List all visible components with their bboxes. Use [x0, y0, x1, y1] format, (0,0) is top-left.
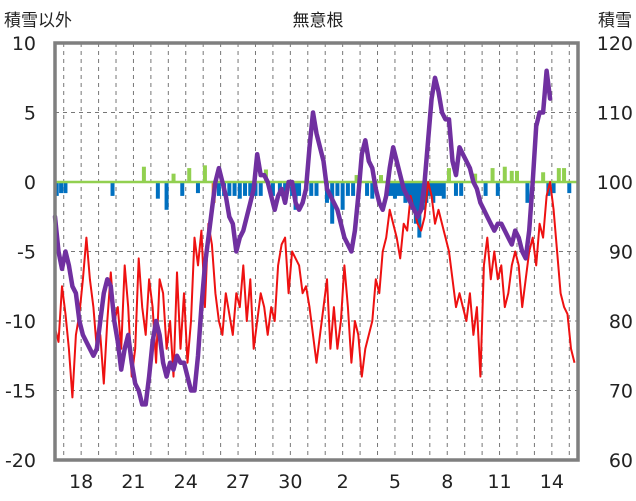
left-tick-label: -15: [5, 381, 36, 403]
chart-title: 無意根: [293, 11, 344, 31]
bar: [314, 182, 319, 196]
bar: [434, 182, 439, 196]
bar: [309, 182, 314, 196]
bar: [155, 182, 160, 199]
bar: [187, 168, 192, 182]
bar: [495, 182, 500, 196]
bar: [483, 182, 488, 196]
bar: [216, 182, 221, 196]
right-tick-label: 110: [597, 103, 633, 125]
bar: [446, 168, 451, 182]
snow-depth-line: [52, 68, 553, 407]
bar: [232, 182, 237, 196]
bar: [340, 182, 345, 210]
left-tick-label: -5: [17, 242, 36, 264]
x-tick-label: 8: [441, 471, 453, 493]
bar: [180, 182, 185, 196]
left-tick-label: 0: [24, 172, 36, 194]
bar: [541, 172, 546, 182]
bar: [410, 182, 415, 210]
bar: [406, 182, 411, 199]
right-tick-label: 90: [609, 242, 633, 264]
bar: [490, 168, 495, 182]
bar: [227, 182, 232, 196]
bar: [556, 168, 561, 182]
left-axis-ticks: 10 5 0 -5 -10 -15 -20: [5, 33, 36, 472]
bar: [396, 182, 401, 196]
bar: [473, 173, 478, 182]
bar: [438, 182, 443, 196]
bar: [551, 182, 556, 194]
bar: [237, 182, 242, 199]
left-tick-label: 5: [24, 103, 36, 125]
bar: [202, 165, 207, 182]
x-tick-label: 27: [226, 471, 250, 493]
bar: [567, 182, 572, 194]
bar: [141, 166, 146, 182]
bar: [164, 182, 169, 210]
bar: [258, 182, 263, 196]
bar: [171, 173, 176, 182]
bar: [297, 182, 302, 196]
right-axis-title: 積雪: [598, 11, 632, 31]
left-axis-title: 積雪以外: [4, 11, 72, 31]
bar: [392, 182, 397, 199]
bar: [248, 182, 253, 196]
right-tick-label: 60: [609, 450, 633, 472]
x-tick-label: 11: [487, 471, 511, 493]
bar: [195, 182, 200, 194]
bar: [354, 175, 359, 182]
x-axis-ticks: 18 21 24 27 30 2 5 8 11 14: [69, 471, 564, 493]
bar: [441, 182, 446, 199]
x-tick-label: 2: [337, 471, 349, 493]
bar: [525, 182, 530, 203]
bar: [270, 182, 275, 196]
bar: [453, 182, 458, 196]
bar: [502, 166, 507, 182]
right-tick-label: 70: [609, 381, 633, 403]
bar: [63, 182, 68, 194]
bar: [389, 182, 394, 196]
bar: [379, 175, 384, 182]
grid: [55, 43, 578, 460]
x-tick-label: 21: [121, 471, 145, 493]
bar: [562, 168, 567, 182]
bar: [243, 182, 248, 196]
left-tick-label: -10: [5, 311, 36, 333]
right-tick-label: 100: [597, 172, 633, 194]
bar: [335, 182, 340, 196]
x-tick-label: 30: [278, 471, 302, 493]
bar: [351, 182, 356, 196]
x-tick-label: 18: [69, 471, 93, 493]
right-tick-label: 120: [597, 33, 633, 55]
plot-frame: [53, 41, 580, 462]
bar: [110, 182, 115, 196]
right-tick-label: 80: [609, 311, 633, 333]
bar: [345, 182, 350, 196]
bar: [413, 182, 418, 224]
bar: [459, 182, 464, 196]
bar: [365, 182, 370, 196]
temperature-line: [54, 181, 576, 399]
x-tick-label: 5: [389, 471, 401, 493]
bar: [431, 182, 436, 203]
left-tick-label: -20: [5, 450, 36, 472]
bar: [370, 182, 375, 199]
right-axis-ticks: 120 110 100 90 80 70 60: [597, 33, 633, 472]
x-tick-label: 24: [174, 471, 198, 493]
bar: [509, 170, 514, 182]
x-tick-label: 14: [540, 471, 564, 493]
left-tick-label: 10: [12, 33, 36, 55]
bar: [59, 182, 64, 194]
bar: [514, 170, 519, 182]
